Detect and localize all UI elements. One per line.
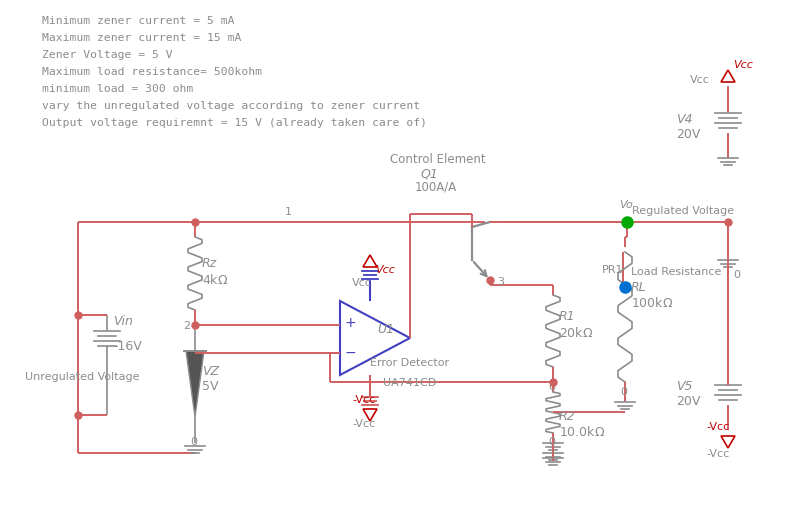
Text: 6: 6 <box>548 382 555 392</box>
Text: 0: 0 <box>620 387 627 397</box>
Text: Load Resistance: Load Resistance <box>631 267 722 277</box>
Text: Vcc: Vcc <box>352 278 372 288</box>
Text: vary the unregulated voltage according to zener current: vary the unregulated voltage according t… <box>42 101 420 111</box>
Text: 20V: 20V <box>676 128 700 141</box>
Text: Output voltage requiremnt = 15 V (already taken care of): Output voltage requiremnt = 15 V (alread… <box>42 118 427 128</box>
Text: Q1: Q1 <box>420 167 438 180</box>
Text: 100A/A: 100A/A <box>415 180 457 193</box>
Text: −: − <box>345 346 356 360</box>
Text: 2: 2 <box>183 321 190 331</box>
Text: Zener Voltage = 5 V: Zener Voltage = 5 V <box>42 50 173 60</box>
Text: R1: R1 <box>559 310 576 323</box>
Text: Vcc: Vcc <box>690 75 710 85</box>
Text: Vcc: Vcc <box>375 265 395 275</box>
Text: -16V: -16V <box>113 340 142 353</box>
Text: Control Element: Control Element <box>390 153 485 166</box>
Text: -Vcc: -Vcc <box>352 395 375 405</box>
Text: 10.0k$\Omega$: 10.0k$\Omega$ <box>559 425 605 439</box>
Text: 20V: 20V <box>676 395 700 408</box>
Text: 5V: 5V <box>202 380 219 393</box>
Text: Rz: Rz <box>202 257 217 270</box>
Text: minimum load = 300 ohm: minimum load = 300 ohm <box>42 84 193 94</box>
Text: Regulated Voltage: Regulated Voltage <box>632 206 734 216</box>
Text: -Vcc: -Vcc <box>706 449 729 459</box>
Text: Unregulated Voltage: Unregulated Voltage <box>25 372 139 382</box>
Text: Error Detector: Error Detector <box>370 358 449 368</box>
Text: PR1: PR1 <box>602 265 623 275</box>
Text: Vin: Vin <box>113 315 133 328</box>
Text: Vcc: Vcc <box>733 60 753 70</box>
Text: 0: 0 <box>190 437 197 447</box>
Text: V5: V5 <box>676 380 692 393</box>
Text: Minimum zener current = 5 mA: Minimum zener current = 5 mA <box>42 16 234 26</box>
Text: 4k$\Omega$: 4k$\Omega$ <box>202 273 228 287</box>
Text: UA741CD: UA741CD <box>383 378 436 388</box>
Polygon shape <box>186 351 204 417</box>
Text: Vo: Vo <box>619 200 633 210</box>
Text: R2: R2 <box>559 410 576 423</box>
Text: 0: 0 <box>733 270 740 280</box>
Text: -Vcc: -Vcc <box>352 419 375 429</box>
Text: 1: 1 <box>285 207 292 217</box>
Text: Maximum load resistance= 500kohm: Maximum load resistance= 500kohm <box>42 67 262 77</box>
Text: 100k$\Omega$: 100k$\Omega$ <box>631 296 673 310</box>
Text: 0: 0 <box>548 437 555 447</box>
Text: VZ: VZ <box>202 365 219 378</box>
Text: -Vcc: -Vcc <box>706 422 729 432</box>
Text: RL: RL <box>631 281 646 294</box>
Text: V4: V4 <box>676 113 692 126</box>
Text: U1: U1 <box>377 323 394 336</box>
Text: 20k$\Omega$: 20k$\Omega$ <box>559 326 593 340</box>
Text: +: + <box>345 316 356 330</box>
Text: Maximum zener current = 15 mA: Maximum zener current = 15 mA <box>42 33 242 43</box>
Text: 3: 3 <box>497 277 504 287</box>
